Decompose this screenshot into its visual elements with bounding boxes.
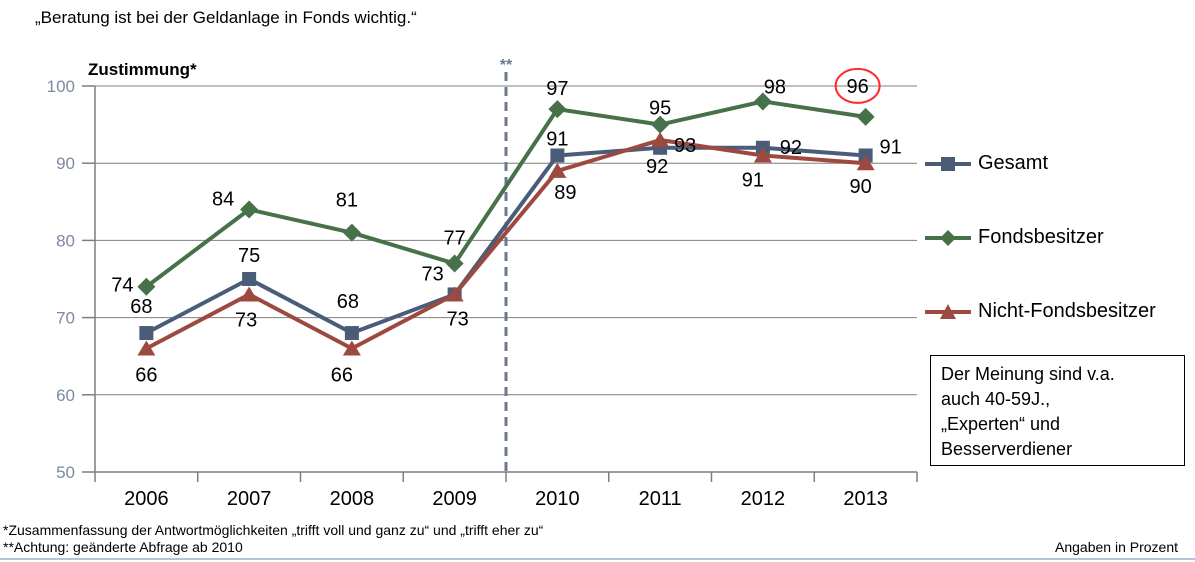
- marker-square: [344, 326, 359, 341]
- data-label: 81: [336, 190, 358, 212]
- x-tick-label: 2013: [843, 488, 888, 510]
- data-label: 93: [674, 135, 696, 157]
- marker-triangle: [137, 340, 156, 356]
- data-label: 96: [847, 76, 869, 98]
- footnote-2: **Achtung: geänderte Abfrage ab 2010: [3, 539, 243, 555]
- data-label: 95: [649, 98, 671, 120]
- y-tick-label: 70: [56, 309, 75, 328]
- data-label: 91: [546, 128, 568, 150]
- data-label: 90: [850, 176, 872, 198]
- data-label: 73: [447, 308, 469, 330]
- marker-triangle: [856, 155, 875, 171]
- x-tick-label: 2007: [227, 488, 272, 510]
- data-label: 89: [554, 182, 576, 204]
- annotation-box: Der Meinung sind v.a. auch 40-59J., „Exp…: [930, 355, 1185, 466]
- data-label: 98: [764, 76, 786, 98]
- data-label: 66: [331, 364, 353, 386]
- data-label: 66: [135, 364, 157, 386]
- y-axis-title: Zustimmung*: [88, 60, 197, 79]
- data-label: 73: [235, 309, 257, 331]
- data-label: 92: [780, 137, 802, 159]
- marker-square: [550, 148, 565, 163]
- marker-diamond: [548, 100, 567, 119]
- marker-triangle: [651, 132, 670, 148]
- x-tick-label: 2008: [330, 488, 375, 510]
- data-label: 77: [444, 228, 466, 250]
- marker-diamond: [342, 223, 361, 242]
- series-line-fondsbesitzer: [145, 99, 866, 289]
- marker-triangle: [445, 286, 464, 302]
- data-label: 68: [130, 296, 152, 318]
- data-label: 74: [111, 275, 133, 297]
- marker-diamond: [753, 92, 772, 111]
- y-tick-label: 100: [47, 77, 75, 96]
- marker-triangle: [342, 340, 361, 356]
- y-tick-label: 90: [56, 154, 75, 173]
- y-tick-label: 80: [56, 231, 75, 250]
- series-line-nicht-fondsbesitzer: [145, 138, 866, 351]
- data-label: 68: [337, 291, 359, 313]
- data-label: 91: [742, 169, 764, 191]
- footnote-1: *Zusammenfassung der Antwortmöglichkeite…: [3, 522, 544, 538]
- data-label: 92: [646, 156, 668, 178]
- marker-triangle: [548, 162, 567, 178]
- data-label: 84: [212, 189, 234, 211]
- highlight-circle: [834, 67, 881, 104]
- chart-title: „Beratung ist bei der Geldanlage in Fond…: [35, 8, 417, 27]
- break-marker: **: [500, 57, 513, 74]
- marker-square: [139, 326, 154, 341]
- series-line-gesamt: [145, 145, 866, 336]
- x-tick-label: 2010: [535, 488, 580, 510]
- marker-triangle: [753, 147, 772, 163]
- marker-triangle: [240, 286, 259, 302]
- marker-diamond: [651, 115, 670, 134]
- marker-diamond: [445, 254, 464, 273]
- marker-diamond: [137, 277, 156, 296]
- marker-diamond: [240, 200, 259, 219]
- data-label: 91: [880, 136, 902, 158]
- marker-square: [242, 272, 257, 286]
- data-label: 97: [546, 78, 568, 100]
- data-label: 75: [238, 245, 260, 267]
- data-label: 73: [422, 263, 444, 285]
- x-tick-label: 2012: [741, 488, 786, 510]
- marker-diamond: [856, 107, 875, 126]
- footer-note: Angaben in Prozent: [1055, 539, 1178, 555]
- bottom-divider: [0, 558, 1195, 560]
- y-tick-label: 50: [56, 463, 75, 482]
- y-tick-label: 60: [56, 386, 75, 405]
- x-tick-label: 2006: [124, 488, 169, 510]
- x-tick-label: 2009: [432, 488, 477, 510]
- x-tick-label: 2011: [639, 488, 682, 510]
